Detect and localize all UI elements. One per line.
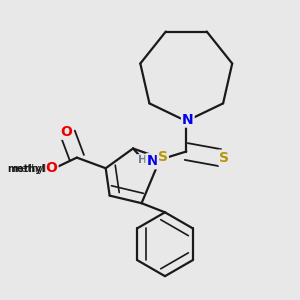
Text: O: O <box>60 125 72 139</box>
Text: S: S <box>219 151 229 165</box>
Text: O: O <box>46 160 58 175</box>
Text: methyl: methyl <box>7 164 45 174</box>
Text: S: S <box>158 150 168 164</box>
Text: N: N <box>146 154 158 168</box>
Text: N: N <box>182 112 194 127</box>
Text: H: H <box>138 155 147 165</box>
Text: methyl: methyl <box>12 164 46 174</box>
